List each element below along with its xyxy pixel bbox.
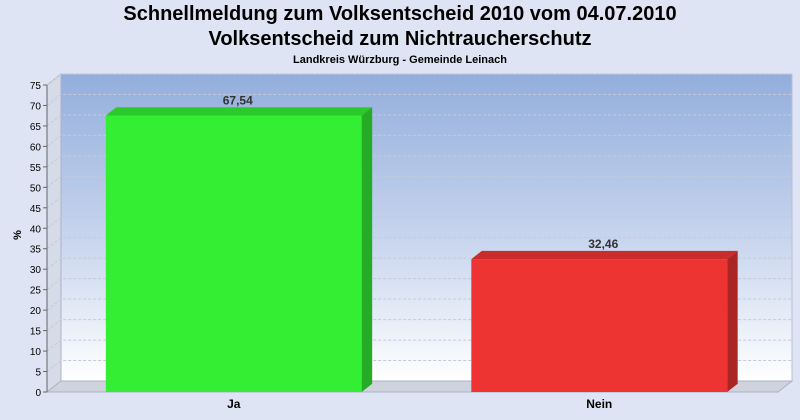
grid-line bbox=[46, 93, 792, 106]
y-axis: 0 5 10 15 20 25 30 35 40 45 50 55 60 65 70 75 bbox=[30, 81, 48, 399]
bar-top bbox=[105, 107, 373, 116]
y-tick-label: 5 bbox=[35, 368, 41, 379]
grid-line bbox=[46, 175, 792, 188]
data-label: 32,46 bbox=[588, 237, 618, 251]
y-tick-label: 70 bbox=[30, 101, 42, 112]
grid-line bbox=[46, 196, 792, 209]
y-tick-label: 65 bbox=[30, 122, 42, 133]
y-tick-label: 10 bbox=[30, 347, 42, 358]
bar-side bbox=[361, 107, 373, 393]
y-tick-label: 50 bbox=[30, 183, 42, 194]
grid-line bbox=[46, 114, 792, 127]
bar-top bbox=[471, 250, 738, 260]
bar-front bbox=[105, 115, 362, 393]
grid-line bbox=[46, 216, 792, 229]
chart-subtitle: Volksentscheid zum Nichtraucherschutz bbox=[208, 28, 592, 50]
y-tick-label: 60 bbox=[30, 142, 42, 153]
y-tick-label: 45 bbox=[30, 204, 42, 215]
bar-ja bbox=[105, 107, 373, 393]
y-tick-label: 15 bbox=[30, 327, 42, 338]
y-tick-label: 35 bbox=[30, 245, 42, 256]
y-tick-label: 20 bbox=[30, 306, 42, 317]
chart-subtitle-region: Landkreis Würzburg - Gemeinde Leinach bbox=[293, 54, 507, 66]
y-tick-label: 75 bbox=[30, 81, 42, 92]
y-tick-label: 30 bbox=[30, 265, 42, 276]
bar-front bbox=[471, 259, 728, 392]
bar-side bbox=[727, 250, 738, 392]
data-label: 67,54 bbox=[223, 94, 253, 108]
x-tick-label: Nein bbox=[586, 397, 612, 411]
bar-nein bbox=[471, 250, 738, 392]
grid-line bbox=[46, 237, 792, 250]
grid-line bbox=[46, 134, 792, 147]
y-axis-label: % bbox=[12, 230, 24, 240]
y-tick-label: 25 bbox=[30, 286, 42, 297]
y-tick-label: 0 bbox=[35, 388, 41, 399]
y-tick-label: 55 bbox=[30, 163, 42, 174]
bars: 67,54 32,46 bbox=[105, 94, 738, 393]
grid-line bbox=[46, 155, 792, 168]
left-wall bbox=[46, 72, 62, 394]
chart-title: Schnellmeldung zum Volksentscheid 2010 v… bbox=[123, 3, 677, 25]
grid-line bbox=[46, 73, 792, 86]
x-tick-label: Ja bbox=[227, 397, 241, 411]
x-axis: Ja Nein bbox=[227, 397, 612, 411]
y-tick-label: 40 bbox=[30, 224, 42, 235]
